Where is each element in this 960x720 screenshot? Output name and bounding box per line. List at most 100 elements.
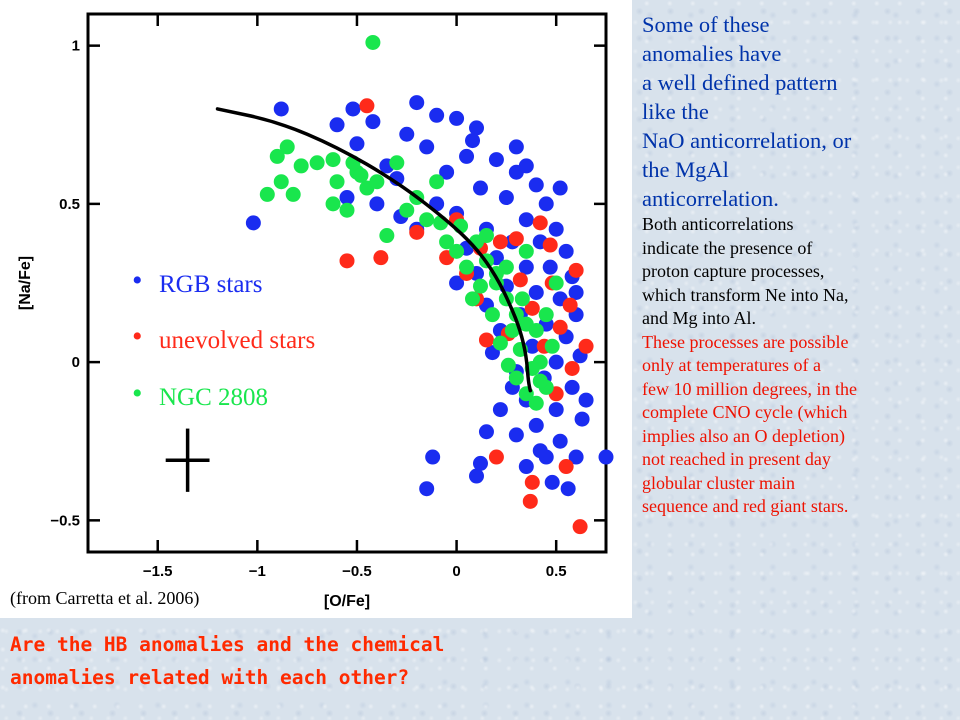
rgb-stars-point [329,117,345,133]
legend-bullet: • [132,264,143,297]
conclusion-line: These processes are possible [642,331,849,352]
rgb-stars-point [518,459,534,475]
unevolved-stars-point [359,98,375,114]
rgb-stars-point [528,417,544,433]
rgb-stars-point [598,449,614,465]
source-note: (from Carretta et al. 2006) [10,588,200,608]
intro-line: Some of these [642,12,770,37]
rgb-stars-point [425,449,441,465]
x-tick-label: −0.5 [342,563,372,580]
rgb-stars-point [552,180,568,196]
x-tick-label: 0 [452,563,460,580]
unevolved-stars-point [492,234,508,250]
conclusion-line: not reached in present day [642,449,831,469]
ngc-2808-point [293,158,309,174]
ngc-2808-point [279,139,295,155]
rgb-stars-point [419,139,435,155]
rgb-stars-point [574,411,590,427]
ngc-2808-point [329,174,345,190]
rgb-stars-point [449,110,465,126]
explanation-line: indicate the presence of [642,237,813,258]
question-text: Are the HB anomalies and the chemical an… [10,628,632,694]
rgb-stars-point [538,196,554,212]
legend-label: NGC 2808 [159,384,268,411]
rgb-stars-point [578,392,594,408]
ngc-2808-point [389,155,405,171]
ngc-2808-point [259,186,275,202]
intro-line: the MgAl [642,157,729,182]
ngc-2808-point [309,155,325,171]
rgb-stars-point [508,139,524,155]
unevolved-stars-point [558,459,574,475]
unevolved-stars-point [508,231,524,247]
unevolved-stars-point [488,449,504,465]
ngc-2808-point [504,322,520,338]
conclusion-line: globular cluster main [642,472,795,493]
explanation-line: proton capture processes, [642,261,825,281]
unevolved-stars-point [524,300,540,316]
rgb-stars-point [518,259,534,275]
rgb-stars-point [419,481,435,497]
y-tick-label: 0 [72,354,80,371]
ngc-2808-point [325,196,341,212]
unevolved-stars-point [373,250,389,266]
ngc-2808-point [492,335,508,351]
intro-line: NaO anticorrelation, or [642,128,852,153]
ngc-2808-point [544,338,560,354]
unevolved-stars-point [542,237,558,253]
unevolved-stars-point [552,319,568,335]
rgb-stars-point [558,243,574,259]
question-line: Are the HB anomalies and the chemical [10,633,445,656]
rgb-stars-point [542,259,558,275]
legend: • RGB stars • unevolved stars • NGC 2808 [132,264,315,411]
rgb-stars-point [518,158,534,174]
explanation-line: and Mg into Al. [642,308,757,328]
rgb-stars-point [564,379,580,395]
rgb-stars-point [469,120,484,136]
conclusion-line: complete CNO cycle (which [642,402,848,422]
legend-bullet: • [132,320,143,353]
rgb-stars-point [449,275,465,291]
rgb-stars-point [478,424,494,440]
unevolved-stars-point [512,272,528,288]
rgb-stars-point [518,212,534,228]
ngc-2808-point [369,174,385,190]
trend-curve [215,107,533,393]
ngc-2808-point [429,174,445,190]
rgb-stars-point [439,164,455,180]
rgb-stars-point [399,126,415,142]
unevolved-stars-point [478,332,494,348]
conclusion-line: only at temperatures of a [642,355,821,375]
rgb-stars-point [273,101,289,117]
rgb-stars-point [409,95,425,111]
ngc-2808-point [472,278,488,294]
rgb-stars-point [465,133,481,149]
x-axis-title: [O/Fe] [324,593,370,610]
ngc-2808-point [325,152,341,168]
rgb-stars-point [532,443,548,459]
rgb-stars-point [365,114,381,130]
ngc-2808-point [353,167,369,183]
rgb-stars-point [568,449,584,465]
rgb-stars-point [560,481,576,497]
rgb-stars-point [472,180,488,196]
conclusion-line: few 10 million degrees, in the [642,378,857,399]
rgb-stars-point [528,177,544,193]
scatter-chart: −1.5 −1 −0.5 0 0.5 −0.5 0 0.5 1 • RGB stars • unevo… [17,12,614,610]
ngc-2808-point [538,307,554,323]
ngc-2808-point [508,370,524,386]
unevolved-stars-point [522,493,538,509]
rgb-stars-point [528,284,544,300]
rgb-stars-point [508,427,524,443]
conclusion-line: implies also an O depletion) [642,425,845,446]
y-axis-title: [Na/Fe] [17,256,34,310]
rgb-stars-point [369,196,385,212]
ngc-2808-point [439,234,455,250]
rgb-stars-point [524,338,540,354]
y-tick-label: 0.5 [59,196,80,213]
error-bar [165,428,210,492]
ngc-2808-point [532,373,548,389]
unevolved-stars-point [562,297,578,313]
ngc-2808-point [528,322,544,338]
explanation-panel: Some of these anomalies have a well defi… [642,10,960,519]
